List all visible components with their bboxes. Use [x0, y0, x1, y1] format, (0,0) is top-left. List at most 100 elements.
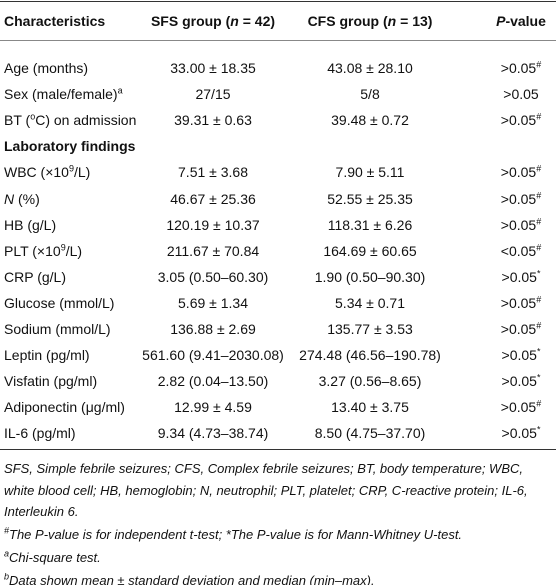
text-run: Sodium (mmol/L): [4, 321, 111, 337]
table-cell: 561.60 (9.41–2030.08): [142, 345, 284, 365]
text-run: 43.08 ± 28.10: [327, 60, 413, 76]
text-run: C) on admission: [35, 112, 137, 129]
text-run: Characteristics: [4, 13, 106, 29]
table-cell: 13.40 ± 3.75: [331, 397, 409, 417]
table-cell: >0.05#: [501, 215, 541, 235]
superscript: #: [536, 242, 542, 253]
text-run: >0.05: [500, 399, 537, 416]
italic-run: n: [387, 13, 397, 29]
table-cell: 7.51 ± 3.68: [178, 162, 248, 182]
table-cell: >0.05*: [502, 345, 541, 365]
text-run: >0.05: [501, 347, 537, 364]
table-cell: 27/15: [195, 84, 230, 104]
superscript: #: [536, 163, 542, 174]
table-cell: 7.90 ± 5.11: [336, 162, 405, 182]
table-cell: 135.77 ± 3.53: [327, 319, 413, 339]
text-run: 561.60 (9.41–2030.08): [142, 347, 284, 364]
text-run: 2.82 (0.04–13.50): [157, 373, 269, 390]
text-run: Adiponectin (μg/ml): [4, 399, 125, 416]
row-label: Age (months): [4, 58, 88, 78]
table-cell: 5.69 ± 1.34: [178, 293, 248, 313]
text-run: 46.67 ± 25.36: [170, 190, 256, 207]
superscript: a: [4, 548, 10, 559]
text-run: Age (months): [4, 60, 89, 76]
text-run: 136.88 ± 2.69: [170, 321, 256, 337]
row-label: CRP (g/L): [4, 267, 66, 287]
table-cell: 2.82 (0.04–13.50): [158, 371, 269, 391]
italic-run: N: [4, 190, 15, 207]
table-cell: 52.55 ± 25.35: [327, 189, 413, 209]
text-run: >0.05: [501, 268, 537, 285]
text-run: 135.77 ± 3.53: [327, 321, 413, 337]
text-run: 13.40 ± 3.75: [331, 399, 409, 416]
text-run: -value: [505, 13, 546, 29]
table-cell: >0.05: [503, 84, 538, 104]
table-cell: 33.00 ± 18.35: [170, 58, 256, 78]
row-label: BT (oC) on admission: [4, 110, 136, 130]
superscript: 9: [60, 242, 66, 253]
text-run: Sex (male/female): [4, 86, 118, 103]
footnote: SFS, Simple febrile seizures; CFS, Compl…: [4, 458, 554, 523]
text-run: 5/8: [360, 86, 380, 103]
superscript: #: [536, 59, 542, 70]
table-cell: >0.05*: [502, 267, 541, 287]
table-cell: >0.05#: [501, 189, 541, 209]
text-run: >0.05: [501, 373, 537, 390]
superscript: b: [4, 571, 10, 582]
superscript: #: [536, 398, 542, 409]
text-run: BT (: [4, 112, 31, 129]
text-run: 7.90 ± 5.11: [335, 164, 405, 181]
row-label: N (%): [4, 189, 40, 209]
table-cell: >0.05#: [501, 162, 541, 182]
row-label: HB (g/L): [4, 215, 56, 235]
superscript: *: [536, 346, 541, 357]
superscript: #: [536, 215, 542, 226]
table-cell: 5.34 ± 0.71: [335, 293, 405, 313]
text-run: SFS, Simple febrile seizures; CFS, Compl…: [4, 461, 528, 519]
footnote: bData shown mean ± standard deviation an…: [4, 570, 554, 585]
row-label: Visfatin (pg/ml): [4, 371, 97, 391]
table-cell: 12.99 ± 4.59: [174, 397, 252, 417]
footnote: aChi-square test.: [4, 547, 554, 569]
superscript: *: [536, 424, 541, 435]
table-cell: >0.05#: [501, 319, 541, 339]
header-cell: CFS group (n = 13): [308, 11, 433, 31]
row-label: Sex (male/female)a: [4, 84, 123, 104]
italic-run: P: [496, 13, 506, 29]
text-run: >0.05: [500, 60, 537, 76]
bottom-rule: [0, 449, 556, 450]
text-run: /L): [73, 164, 91, 181]
table-cell: 46.67 ± 25.36: [170, 189, 256, 209]
superscript: a: [117, 85, 123, 96]
text-run: 3.05 (0.50–60.30): [157, 268, 269, 285]
table-cell: 39.31 ± 0.63: [174, 110, 252, 130]
superscript: #: [536, 189, 542, 200]
table-cell: 136.88 ± 2.69: [170, 319, 256, 339]
header-cell: Characteristics: [4, 11, 105, 31]
superscript: #: [536, 320, 542, 331]
text-run: PLT (×10: [4, 242, 61, 259]
table-cell: >0.05*: [502, 371, 541, 391]
row-label: Leptin (pg/ml): [4, 345, 90, 365]
superscript: #: [4, 525, 10, 536]
text-run: Chi-square test.: [9, 550, 101, 565]
table-cell: 8.50 (4.75–37.70): [315, 423, 426, 443]
table-cell: >0.05#: [501, 58, 541, 78]
text-run: 7.51 ± 3.68: [178, 164, 248, 181]
text-run: WBC (×10: [4, 164, 69, 181]
table-cell: 211.67 ± 70.84: [167, 241, 259, 261]
text-run: 118.31 ± 6.26: [327, 216, 413, 233]
table-cell: 1.90 (0.50–90.30): [315, 267, 426, 287]
text-run: 211.67 ± 70.84: [166, 242, 260, 259]
superscript: #: [536, 294, 542, 305]
text-run: 27/15: [195, 86, 231, 103]
text-run: Laboratory findings: [4, 138, 136, 155]
table-cell: 3.05 (0.50–60.30): [158, 267, 269, 287]
row-label: WBC (×109/L): [4, 162, 90, 182]
header-rule: [0, 40, 556, 41]
text-run: >0.05: [500, 216, 537, 233]
text-run: /L): [65, 242, 83, 259]
top-rule: [0, 1, 556, 2]
text-run: >0.05: [503, 86, 539, 103]
